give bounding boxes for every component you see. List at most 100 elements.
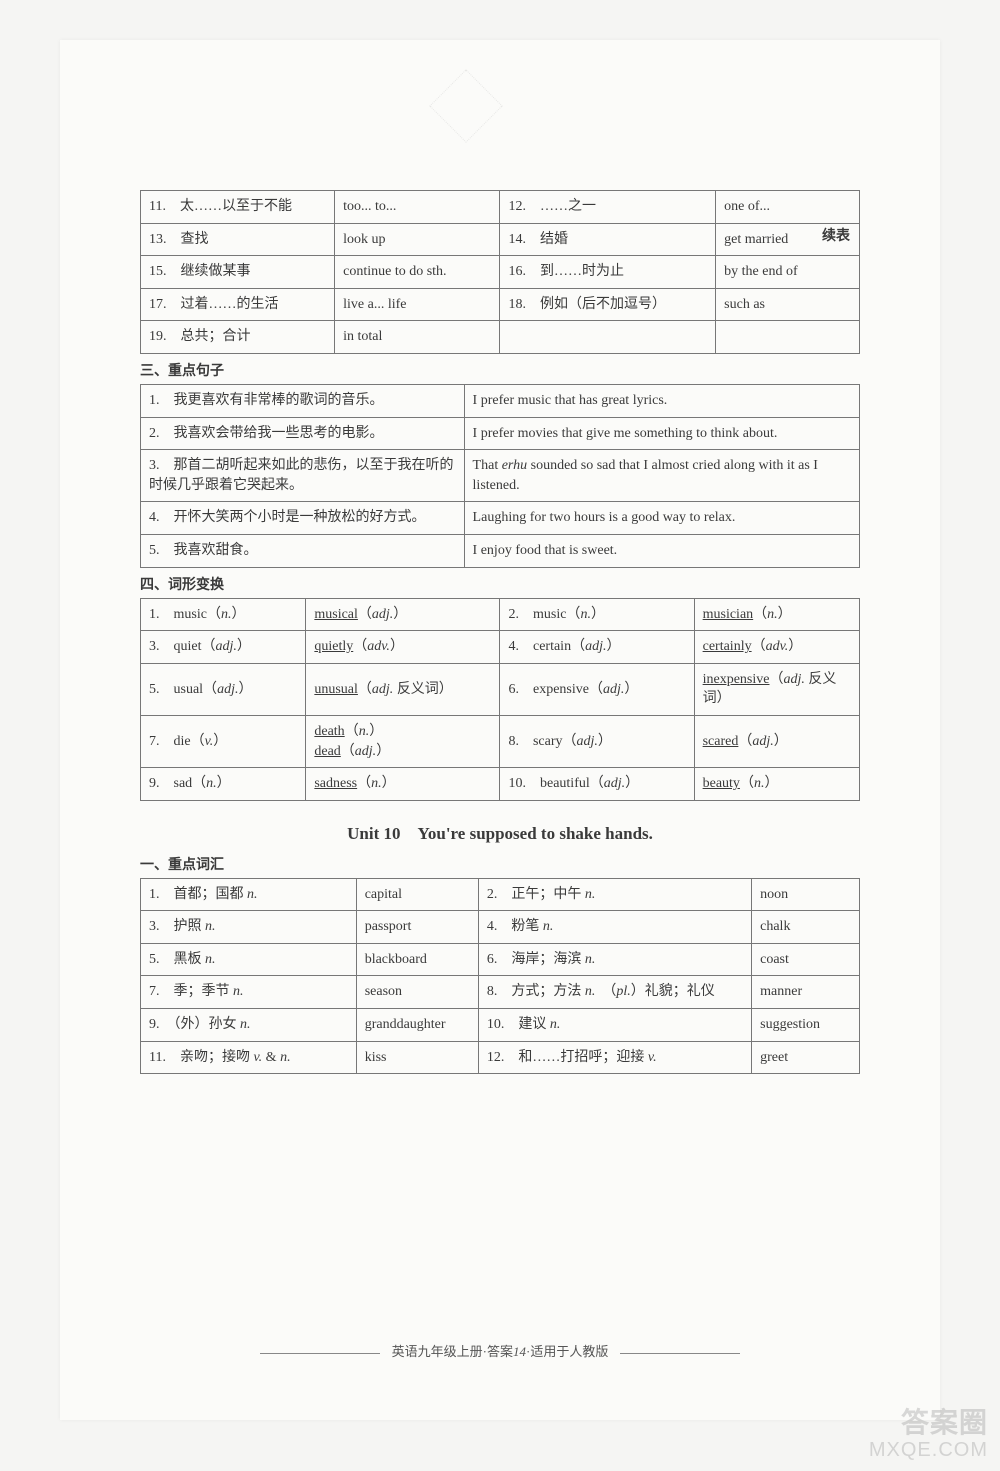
table-cell: continue to do sth.	[335, 256, 500, 289]
table-phrases-continued: 11. 太……以至于不能too... to...12. ……之一one of..…	[140, 190, 860, 354]
table-cell: 17. 过着……的生活	[141, 288, 335, 321]
table-cell: 4. 粉笔 n.	[478, 911, 751, 944]
table-cell: 6. expensive（adj.）	[500, 663, 694, 715]
table-cell: 4. certain（adj.）	[500, 631, 694, 664]
table-cell: 6. 海岸；海滨 n.	[478, 943, 751, 976]
table-cell: I prefer movies that give me something t…	[464, 417, 859, 450]
table-cell: I prefer music that has great lyrics.	[464, 384, 859, 417]
table-row: 11. 太……以至于不能too... to...12. ……之一one of..…	[141, 191, 860, 224]
table-cell: 7. 季；季节 n.	[141, 976, 357, 1009]
table-cell: 19. 总共；合计	[141, 321, 335, 354]
table-row: 7. die（v.）death（n.）dead（adj.）8. scary（ad…	[141, 715, 860, 767]
table-cell: 2. 正午；中午 n.	[478, 878, 751, 911]
table-cell: 10. beautiful（adj.）	[500, 768, 694, 801]
table-cell: 2. music（n.）	[500, 598, 694, 631]
table-cell: I enjoy food that is sweet.	[464, 534, 859, 567]
table-cell: season	[356, 976, 478, 1009]
table-cell: 18. 例如（后不加逗号）	[500, 288, 716, 321]
table-cell: unusual（adj. 反义词）	[306, 663, 500, 715]
table-cell: kiss	[356, 1041, 478, 1074]
table-cell	[716, 321, 860, 354]
table-cell: Laughing for two hours is a good way to …	[464, 502, 859, 535]
table-cell: 12. ……之一	[500, 191, 716, 224]
footer-line-right	[620, 1353, 740, 1354]
table-cell: 1. music（n.）	[141, 598, 306, 631]
tbody: 1. 首都；国都 n.capital2. 正午；中午 n.noon3. 护照 n…	[141, 878, 860, 1074]
table-cell: chalk	[752, 911, 860, 944]
table-cell: manner	[752, 976, 860, 1009]
page-footer: 英语九年级上册·答案14·适用于人教版	[60, 1341, 940, 1360]
table-cell: 5. usual（adj.）	[141, 663, 306, 715]
tbody: 1. music（n.）musical（adj.）2. music（n.）mus…	[141, 598, 860, 800]
table-cell: death（n.）dead（adj.）	[306, 715, 500, 767]
table-cell: inexpensive（adj. 反义词）	[694, 663, 859, 715]
table-row: 5. 我喜欢甜食。I enjoy food that is sweet.	[141, 534, 860, 567]
table-cell: by the end of	[716, 256, 860, 289]
table-cell: musical（adj.）	[306, 598, 500, 631]
table-cell: 5. 黑板 n.	[141, 943, 357, 976]
table-cell: such as	[716, 288, 860, 321]
table-cell: 12. 和……打招呼；迎接 v.	[478, 1041, 751, 1074]
table-cell: suggestion	[752, 1009, 860, 1042]
table-cell	[500, 321, 716, 354]
table-cell: 3. quiet（adj.）	[141, 631, 306, 664]
table-cell: live a... life	[335, 288, 500, 321]
table-row: 4. 开怀大笑两个小时是一种放松的好方式。Laughing for two ho…	[141, 502, 860, 535]
page: 续表 11. 太……以至于不能too... to...12. ……之一one o…	[60, 40, 940, 1420]
table-cell: blackboard	[356, 943, 478, 976]
table-row: 2. 我喜欢会带给我一些思考的电影。I prefer movies that g…	[141, 417, 860, 450]
section-vocab-title: 一、重点词汇	[140, 854, 860, 874]
table-cell: 1. 首都；国都 n.	[141, 878, 357, 911]
tbody: 1. 我更喜欢有非常棒的歌词的音乐。I prefer music that ha…	[141, 384, 860, 567]
table-row: 1. 首都；国都 n.capital2. 正午；中午 n.noon	[141, 878, 860, 911]
table-cell: certainly（adv.）	[694, 631, 859, 664]
table-sentences: 1. 我更喜欢有非常棒的歌词的音乐。I prefer music that ha…	[140, 384, 860, 568]
table-cell: 9. sad（n.）	[141, 768, 306, 801]
table-cell: 11. 太……以至于不能	[141, 191, 335, 224]
watermark-line2: MXQE.COM	[869, 1439, 988, 1461]
section-4-title: 四、词形变换	[140, 574, 860, 594]
table-wordforms: 1. music（n.）musical（adj.）2. music（n.）mus…	[140, 598, 860, 801]
table-cell: too... to...	[335, 191, 500, 224]
table-cell: 8. 方式；方法 n. （pl.）礼貌；礼仪	[478, 976, 751, 1009]
table-cell: noon	[752, 878, 860, 911]
section-3-title: 三、重点句子	[140, 360, 860, 380]
table-row: 7. 季；季节 n.season8. 方式；方法 n. （pl.）礼貌；礼仪ma…	[141, 976, 860, 1009]
table-row: 5. usual（adj.）unusual（adj. 反义词）6. expens…	[141, 663, 860, 715]
table-vocab: 1. 首都；国都 n.capital2. 正午；中午 n.noon3. 护照 n…	[140, 878, 860, 1075]
table-cell: musician（n.）	[694, 598, 859, 631]
table-cell: 16. 到……时为止	[500, 256, 716, 289]
footer-line-left	[260, 1353, 380, 1354]
table-cell: 15. 继续做某事	[141, 256, 335, 289]
continued-label: 续表	[822, 225, 850, 245]
table-row: 19. 总共；合计in total	[141, 321, 860, 354]
table-cell: scared（adj.）	[694, 715, 859, 767]
table-row: 3. 那首二胡听起来如此的悲伤，以至于我在听的时候几乎跟着它哭起来。That e…	[141, 450, 860, 502]
table-row: 13. 查找look up14. 结婚get married	[141, 223, 860, 256]
watermark: 答案圈 MXQE.COM	[869, 1408, 988, 1461]
table-cell: beauty（n.）	[694, 768, 859, 801]
table-cell: 7. die（v.）	[141, 715, 306, 767]
table-row: 1. music（n.）musical（adj.）2. music（n.）mus…	[141, 598, 860, 631]
table-cell: look up	[335, 223, 500, 256]
footer-text: 英语九年级上册·答案14·适用于人教版	[392, 1344, 609, 1359]
table-row: 15. 继续做某事continue to do sth.16. 到……时为止by…	[141, 256, 860, 289]
table-cell: quietly（adv.）	[306, 631, 500, 664]
table-cell: 13. 查找	[141, 223, 335, 256]
tbody: 11. 太……以至于不能too... to...12. ……之一one of..…	[141, 191, 860, 354]
table-cell: 4. 开怀大笑两个小时是一种放松的好方式。	[141, 502, 465, 535]
table-cell: 3. 护照 n.	[141, 911, 357, 944]
table-cell: 10. 建议 n.	[478, 1009, 751, 1042]
table-cell: greet	[752, 1041, 860, 1074]
unit-title: Unit 10 You're supposed to shake hands.	[140, 819, 860, 844]
table-row: 5. 黑板 n.blackboard6. 海岸；海滨 n.coast	[141, 943, 860, 976]
watermark-line1: 答案圈	[869, 1408, 988, 1439]
table-row: 3. 护照 n.passport4. 粉笔 n.chalk	[141, 911, 860, 944]
table-cell: granddaughter	[356, 1009, 478, 1042]
table-row: 3. quiet（adj.）quietly（adv.）4. certain（ad…	[141, 631, 860, 664]
table-cell: in total	[335, 321, 500, 354]
table-cell: 3. 那首二胡听起来如此的悲伤，以至于我在听的时候几乎跟着它哭起来。	[141, 450, 465, 502]
table-cell: 9. （外）孙女 n.	[141, 1009, 357, 1042]
table-cell: 5. 我喜欢甜食。	[141, 534, 465, 567]
table-cell: capital	[356, 878, 478, 911]
